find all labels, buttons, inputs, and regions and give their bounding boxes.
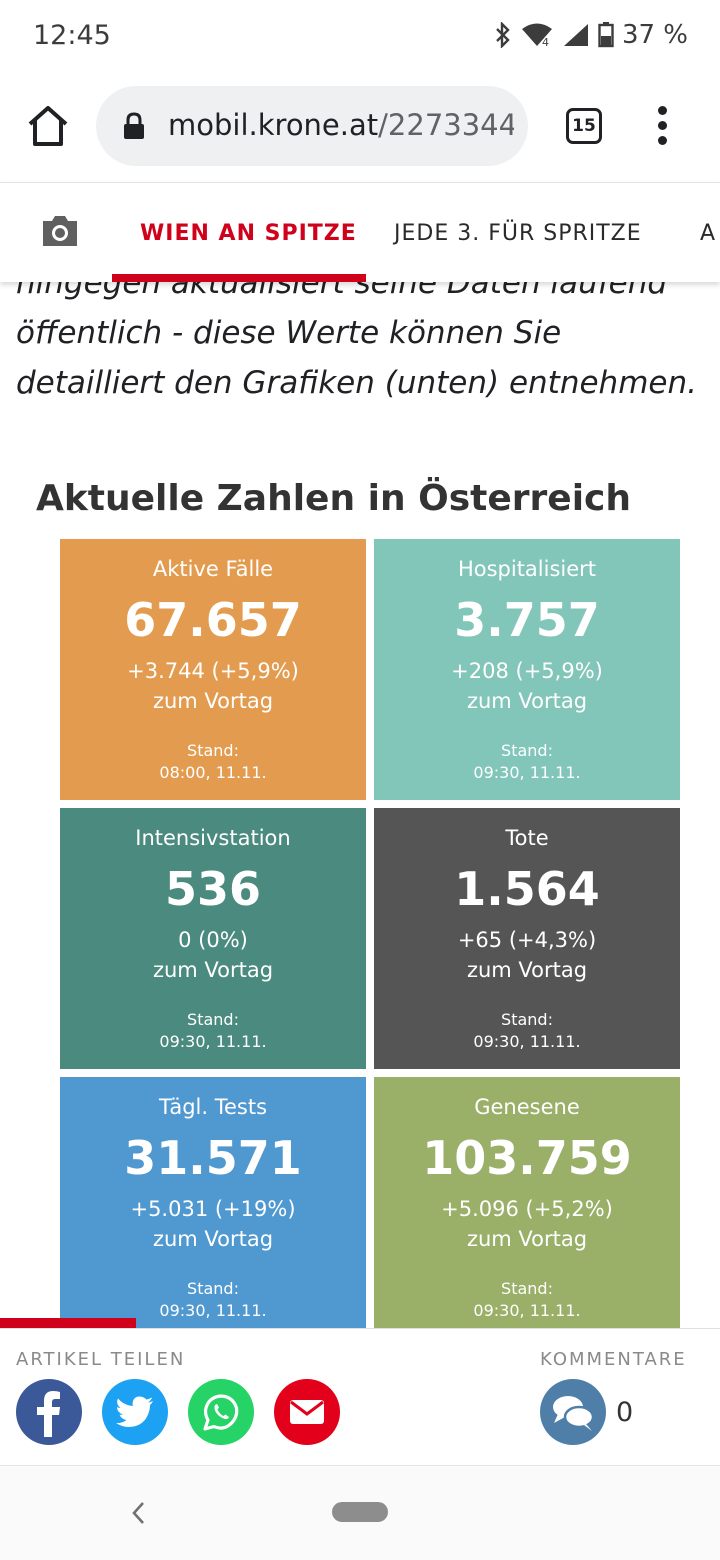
email-icon: [290, 1400, 324, 1424]
url-path: /2273344: [378, 108, 514, 142]
card-title: Intensivstation: [135, 826, 291, 850]
facebook-icon: [37, 1391, 60, 1437]
bluetooth-icon: [496, 22, 510, 48]
card-value: 1.564: [454, 862, 600, 916]
url-bar[interactable]: mobil.krone.at/2273344: [96, 86, 528, 166]
comment-bubbles-icon: [553, 1396, 595, 1431]
system-navigation-bar: [0, 1465, 720, 1560]
card-stand: Stand:: [187, 741, 239, 760]
url-host: mobil.krone.at: [168, 108, 379, 142]
tab-wien-an-spitze[interactable]: WIEN AN SPITZE: [140, 221, 357, 246]
card-stand: Stand:: [501, 1279, 553, 1298]
lock-icon: [124, 112, 144, 139]
card-value: 3.757: [454, 593, 600, 647]
battery-icon: [598, 22, 614, 48]
battery-percent: 37 %: [621, 20, 688, 50]
card-stand: Stand:: [501, 1010, 553, 1029]
whatsapp-share-button[interactable]: [188, 1379, 254, 1445]
card-change: +208 (+5,9%): [451, 659, 603, 683]
tab-next[interactable]: A: [700, 221, 717, 246]
card-date: 09:30, 11.11.: [473, 763, 581, 782]
card-sub: zum Vortag: [152, 1227, 274, 1251]
svg-text:4: 4: [542, 36, 549, 48]
facebook-share-button[interactable]: [16, 1379, 82, 1445]
stat-card-tote: Tote 1.564 +65 (+4,3%) zum Vortag Stand:…: [374, 808, 680, 1069]
article-line: detailliert den Grafiken (unten) entnehm…: [16, 365, 697, 401]
stat-card-intensivstation: Intensivstation 536 0 (0%) zum Vortag St…: [60, 808, 366, 1069]
card-change: +5.031 (+19%): [130, 1197, 296, 1221]
article-line: öffentlich - diese Werte können Sie: [16, 315, 562, 351]
stat-card-taegl-tests: Tägl. Tests 31.571 +5.031 (+19%) zum Vor…: [60, 1077, 366, 1338]
card-stand: Stand:: [501, 741, 553, 760]
card-date: 09:30, 11.11.: [473, 1301, 581, 1320]
whatsapp-icon: [203, 1394, 239, 1431]
home-button[interactable]: [24, 102, 72, 150]
card-date: 09:30, 11.11.: [473, 1032, 581, 1051]
camera-icon[interactable]: [40, 213, 80, 249]
share-label: ARTIKEL TEILEN: [16, 1349, 186, 1370]
twitter-share-button[interactable]: [102, 1379, 168, 1445]
card-value: 536: [164, 862, 262, 916]
reading-progress-bar: [0, 1318, 136, 1328]
card-sub: zum Vortag: [466, 1227, 588, 1251]
card-value: 103.759: [422, 1131, 632, 1185]
status-icons: 4 37 %: [494, 20, 688, 50]
card-title: Tägl. Tests: [158, 1095, 268, 1119]
share-bar: ARTIKEL TEILEN KOMMENTARE 0: [0, 1328, 720, 1465]
card-change: +3.744 (+5,9%): [127, 659, 299, 683]
email-share-button[interactable]: [274, 1379, 340, 1445]
home-gesture-pill[interactable]: [332, 1502, 388, 1522]
wifi-icon: 4: [521, 23, 552, 48]
card-title: Aktive Fälle: [152, 557, 274, 581]
cell-signal-icon: [563, 24, 588, 46]
twitter-icon: [116, 1396, 153, 1427]
status-bar: 12:45 4 37 %: [0, 0, 720, 72]
comment-count: 0: [616, 1397, 634, 1428]
stat-card-hospitalisiert: Hospitalisiert 3.757 +208 (+5,9%) zum Vo…: [374, 539, 680, 800]
card-date: 09:30, 11.11.: [159, 1301, 267, 1320]
card-stand: Stand:: [187, 1010, 239, 1029]
url-text[interactable]: mobil.krone.at/2273344: [168, 108, 514, 142]
status-time: 12:45: [33, 20, 111, 51]
card-value: 67.657: [124, 593, 302, 647]
card-stand: Stand:: [187, 1279, 239, 1298]
card-change: +65 (+4,3%): [457, 928, 597, 952]
section-nav: WIEN AN SPITZE JEDE 3. FÜR SPRITZE A: [0, 182, 720, 282]
comments-label: KOMMENTARE: [540, 1349, 687, 1370]
card-sub: zum Vortag: [152, 689, 274, 713]
card-sub: zum Vortag: [466, 689, 588, 713]
tab-jede-3-fuer-spritze[interactable]: JEDE 3. FÜR SPRITZE: [394, 221, 642, 246]
stat-card-aktive-faelle: Aktive Fälle 67.657 +3.744 (+5,9%) zum V…: [60, 539, 366, 800]
active-tab-indicator: [112, 274, 366, 282]
comments-button[interactable]: [540, 1379, 606, 1445]
card-date: 09:30, 11.11.: [159, 1032, 267, 1051]
card-sub: zum Vortag: [152, 958, 274, 982]
card-title: Genesene: [474, 1095, 580, 1119]
more-menu-icon[interactable]: [652, 106, 676, 146]
card-title: Tote: [505, 826, 549, 850]
back-chevron-icon[interactable]: [128, 1500, 148, 1526]
card-value: 31.571: [124, 1131, 302, 1185]
browser-toolbar: mobil.krone.at/2273344 15: [0, 72, 720, 182]
tab-switcher-button[interactable]: 15: [566, 108, 602, 144]
card-sub: zum Vortag: [466, 958, 588, 982]
section-heading: Aktuelle Zahlen in Österreich: [36, 478, 632, 519]
card-change: +5.096 (+5,2%): [441, 1197, 613, 1221]
card-title: Hospitalisiert: [457, 557, 597, 581]
card-change: 0 (0%): [178, 928, 248, 952]
stat-card-genesene: Genesene 103.759 +5.096 (+5,2%) zum Vort…: [374, 1077, 680, 1338]
card-date: 08:00, 11.11.: [159, 763, 267, 782]
